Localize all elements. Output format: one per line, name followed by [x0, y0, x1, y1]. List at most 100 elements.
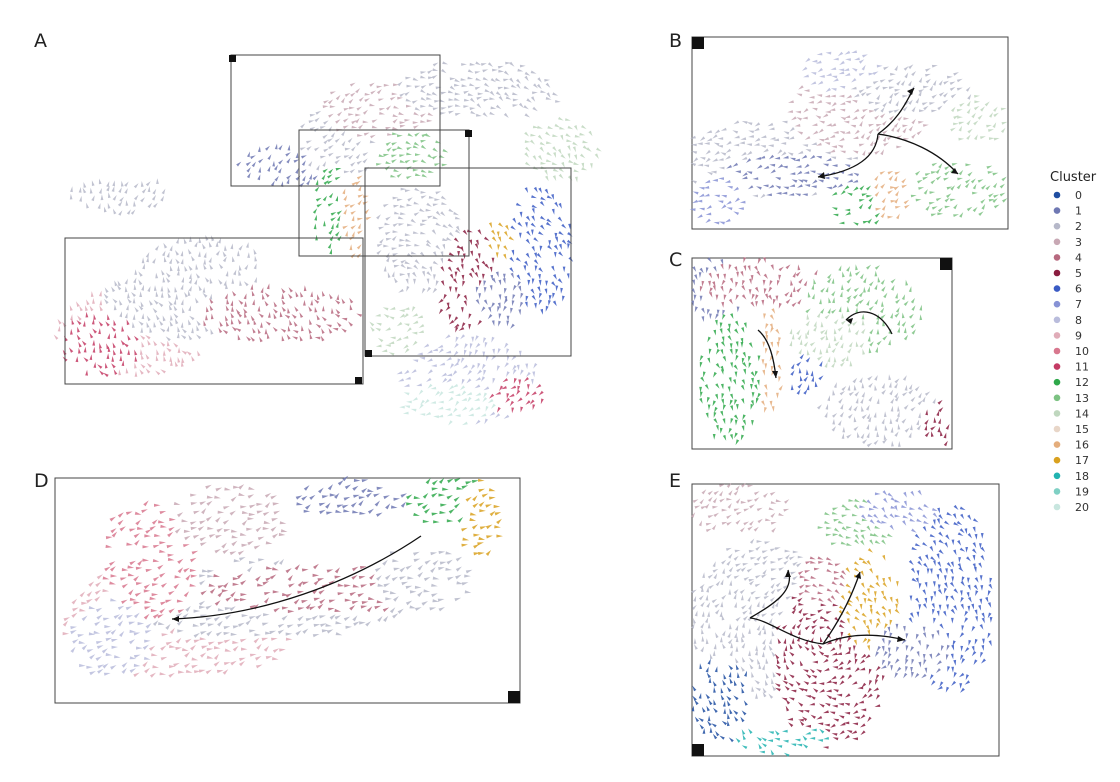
cell-arrow-cluster-2 [465, 569, 473, 574]
cell-arrow-cluster-4 [252, 299, 255, 306]
cell-arrow-cluster-2 [399, 238, 406, 242]
cell-arrow-cluster-5 [802, 613, 809, 617]
cell-arrow-cluster-2 [141, 257, 145, 264]
cell-arrow-cluster-2 [155, 314, 160, 321]
cell-arrow-cluster-16 [765, 335, 769, 341]
cell-arrow-cluster-13 [846, 287, 852, 293]
cell-arrow-cluster-1 [374, 500, 380, 507]
cell-arrow-cluster-12 [741, 327, 745, 333]
cell-arrow-cluster-4 [791, 302, 797, 307]
cell-arrow-cluster-12 [735, 404, 739, 410]
cell-arrow-cluster-14 [966, 108, 971, 114]
cell-arrow-cluster-2 [824, 151, 831, 155]
cell-arrow-cluster-2 [847, 384, 851, 391]
cell-arrow-cluster-2 [866, 442, 873, 448]
cell-arrow-cluster-13 [854, 534, 860, 540]
cell-arrow-cluster-1 [887, 653, 892, 659]
cell-arrow-cluster-11 [538, 390, 544, 396]
cell-arrow-cluster-11 [105, 321, 110, 327]
cell-arrow-cluster-12 [734, 399, 738, 405]
cell-arrow-cluster-17 [840, 595, 846, 601]
cell-arrow-cluster-1 [699, 267, 704, 274]
cell-arrow-cluster-2 [341, 140, 346, 147]
cell-arrow-cluster-5 [797, 629, 801, 636]
cell-arrow-cluster-14 [574, 125, 578, 131]
cell-arrow-cluster-1 [498, 294, 502, 301]
cell-arrow-cluster-4 [797, 299, 802, 305]
cell-arrow-cluster-8 [446, 373, 453, 377]
cell-arrow-cluster-2 [138, 271, 143, 277]
cell-arrow-cluster-13 [404, 159, 411, 164]
cell-arrow-cluster-1 [705, 267, 709, 274]
cell-arrow-cluster-2 [512, 98, 519, 102]
cell-arrow-cluster-8 [457, 358, 461, 365]
cell-arrow-cluster-1 [716, 309, 720, 316]
cell-arrow-cluster-2 [902, 375, 907, 381]
cell-arrow-cluster-7 [866, 499, 872, 505]
cell-arrow-cluster-5 [857, 686, 864, 690]
cell-arrow-cluster-8 [845, 58, 851, 61]
cell-arrow-cluster-2 [777, 557, 784, 561]
cell-arrow-cluster-2 [725, 155, 731, 160]
cell-arrow-cluster-2 [825, 403, 829, 410]
cell-arrow-cluster-2 [169, 265, 173, 272]
cell-arrow-cluster-14 [824, 314, 830, 320]
cell-arrow-cluster-1 [267, 165, 271, 172]
cell-arrow-cluster-2 [255, 614, 262, 620]
cell-arrow-cluster-11 [532, 404, 536, 411]
cell-arrow-cluster-2 [162, 276, 166, 283]
cell-arrow-cluster-8 [133, 632, 141, 636]
cell-arrow-cluster-13 [986, 165, 993, 169]
cell-arrow-cluster-4 [798, 278, 803, 284]
cell-arrow-cluster-2 [177, 629, 184, 633]
cell-arrow-cluster-10 [144, 534, 151, 538]
cell-arrow-cluster-2 [132, 322, 135, 328]
cell-arrow-cluster-3 [802, 116, 808, 120]
cell-arrow-cluster-1 [822, 163, 829, 167]
cell-arrow-cluster-12 [705, 412, 709, 419]
cell-arrow-cluster-6 [908, 617, 913, 623]
cell-arrow-cluster-2 [782, 584, 789, 590]
cell-arrow-cluster-11 [107, 346, 111, 352]
cell-arrow-cluster-9 [160, 656, 168, 661]
cell-arrow-cluster-2 [691, 604, 697, 610]
cell-arrow-cluster-17 [895, 598, 899, 605]
cell-arrow-cluster-9 [147, 339, 151, 346]
cell-arrow-cluster-5 [474, 272, 479, 278]
cell-arrow-cluster-4 [735, 294, 739, 301]
cell-arrow-cluster-1 [286, 157, 291, 164]
cell-arrow-cluster-6 [971, 603, 974, 610]
cell-arrow-cluster-12 [757, 355, 761, 362]
cell-arrow-cluster-14 [567, 153, 571, 159]
cell-arrow-cluster-12 [832, 213, 839, 217]
cell-arrow-cluster-1 [791, 179, 798, 183]
cell-arrow-cluster-17 [869, 604, 873, 611]
cell-arrow-cluster-2 [742, 610, 748, 615]
cell-arrow-cluster-8 [851, 78, 857, 83]
cell-arrow-cluster-2 [187, 290, 191, 296]
cell-arrow-cluster-13 [841, 526, 848, 531]
cell-arrow-cluster-2 [918, 89, 925, 93]
cell-arrow-cluster-8 [838, 68, 845, 72]
cell-arrow-cluster-2 [911, 71, 917, 77]
cell-arrow-cluster-2 [708, 584, 715, 589]
cell-arrow-cluster-14 [841, 357, 847, 363]
cell-arrow-cluster-14 [412, 313, 418, 317]
cell-arrow-cluster-2 [328, 152, 334, 157]
cell-arrow-cluster-8 [427, 369, 433, 375]
cell-arrow-cluster-2 [446, 559, 453, 565]
cell-arrow-cluster-4 [232, 582, 240, 586]
cell-arrow-cluster-2 [867, 375, 873, 381]
cell-arrow-cluster-8 [442, 377, 448, 383]
cell-arrow-cluster-6 [938, 514, 943, 520]
cell-arrow-cluster-9 [94, 589, 102, 595]
cell-arrow-cluster-9 [185, 669, 193, 673]
cell-arrow-cluster-5 [484, 263, 490, 269]
cell-arrow-cluster-13 [827, 308, 831, 314]
cell-arrow-cluster-0 [728, 737, 734, 743]
cell-arrow-cluster-5 [825, 689, 832, 693]
cell-arrow-cluster-17 [869, 609, 873, 615]
cell-arrow-cluster-1 [823, 176, 830, 180]
cell-arrow-cluster-2 [420, 195, 427, 199]
cell-arrow-cluster-4 [811, 597, 818, 600]
